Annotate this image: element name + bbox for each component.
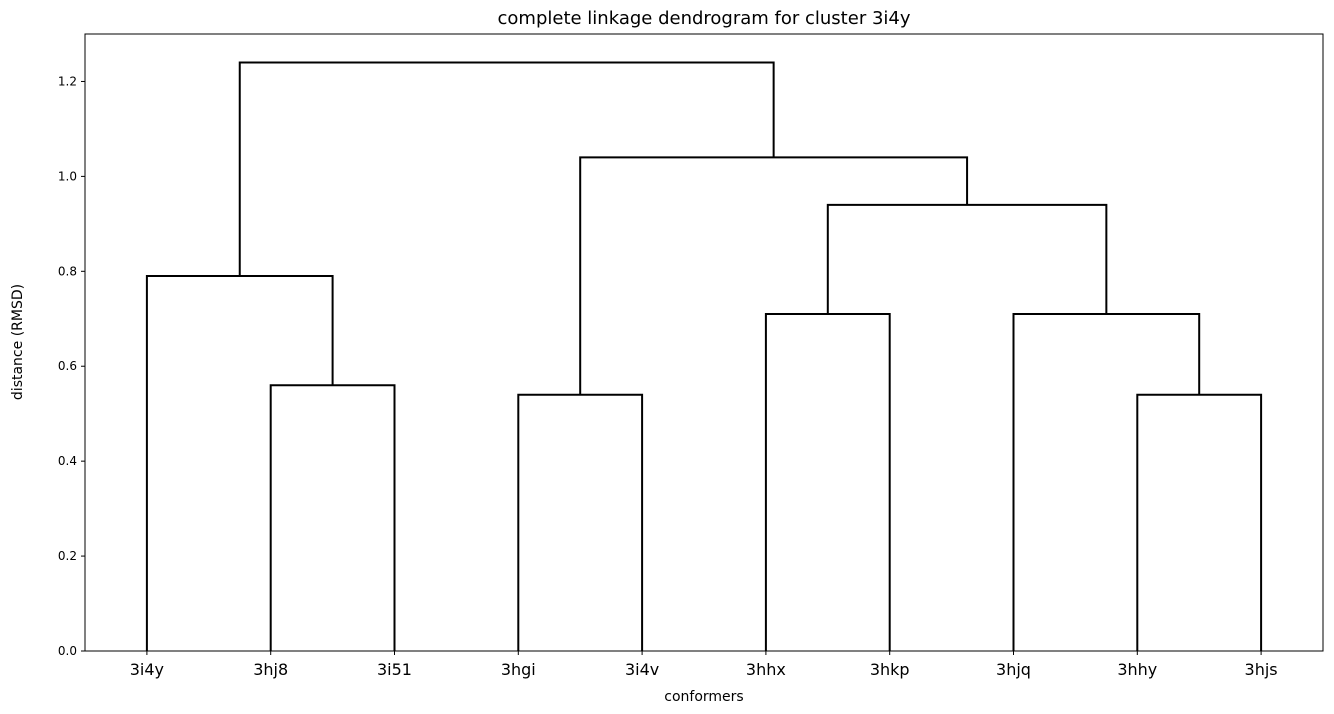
chart-title: complete linkage dendrogram for cluster … (498, 8, 911, 29)
dendrogram-link-7 (826, 203, 1108, 315)
x-tick-label-3hhx: 3hhx (746, 660, 786, 679)
dendrogram-link-2 (517, 393, 644, 651)
x-tick-label-3hjq: 3hjq (996, 660, 1031, 679)
y-axis-label: distance (RMSD) (10, 284, 26, 400)
y-tick-label: 0.4 (58, 454, 77, 468)
dendrogram-link-5 (1012, 313, 1201, 651)
x-tick-label-3hkp: 3hkp (870, 660, 910, 679)
x-axis-ticks: 3i4y 3hj8 3i51 3hgi 3i4v 3hhx 3hkp 3hjq 3hhy 3hjs (130, 651, 1278, 679)
dendrogram-link-3 (764, 313, 891, 651)
y-tick-label: 0.2 (58, 549, 77, 563)
y-axis-ticks: 0.0 0.2 0.4 0.6 0.8 1.0 1.2 (58, 74, 85, 658)
y-tick-label: 0.6 (58, 359, 77, 373)
x-tick-label-3i51: 3i51 (377, 660, 412, 679)
x-axis-label: conformers (664, 689, 743, 705)
x-tick-label-3hj8: 3hj8 (253, 660, 288, 679)
x-tick-label-3hhy: 3hhy (1117, 660, 1157, 679)
x-tick-label-3i4y: 3i4y (130, 660, 164, 679)
y-tick-label: 0.0 (58, 644, 77, 658)
plot-frame (84, 33, 1324, 652)
dendrogram-link-9 (238, 61, 775, 277)
dendrogram-link-4 (1136, 393, 1263, 651)
dendrogram-links (145, 61, 1263, 651)
y-tick-label: 1.2 (58, 74, 77, 88)
dendrogram-link-1 (269, 384, 396, 651)
dendrogram-link-6 (145, 275, 334, 651)
dendrogram-link-8 (579, 156, 969, 395)
x-tick-label-3hgi: 3hgi (501, 660, 536, 679)
y-tick-label: 1.0 (58, 169, 77, 183)
x-tick-label-3i4v: 3i4v (625, 660, 659, 679)
y-tick-label: 0.8 (58, 264, 77, 278)
x-tick-label-3hjs: 3hjs (1245, 660, 1278, 679)
